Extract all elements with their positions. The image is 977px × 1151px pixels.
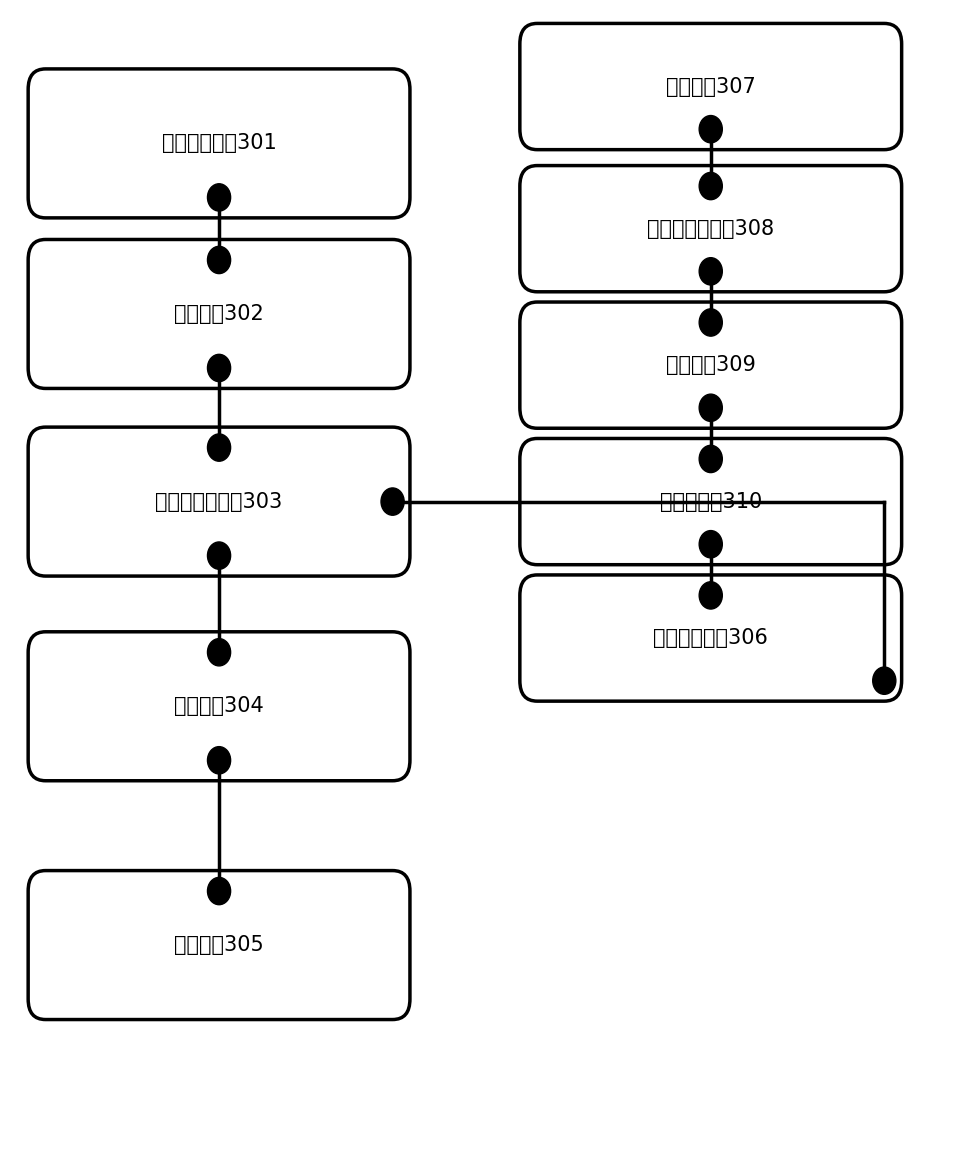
Text: 判断模块309: 判断模块309 <box>665 356 755 375</box>
FancyBboxPatch shape <box>28 69 409 218</box>
FancyBboxPatch shape <box>520 166 901 292</box>
FancyBboxPatch shape <box>28 870 409 1020</box>
Text: 判断模块304: 判断模块304 <box>174 696 264 716</box>
Text: 调整模块305: 调整模块305 <box>174 935 264 955</box>
Circle shape <box>699 581 722 609</box>
FancyBboxPatch shape <box>28 239 409 388</box>
Text: 第一获取模块301: 第一获取模块301 <box>161 134 276 153</box>
Circle shape <box>699 115 722 143</box>
Text: 相似度检测模块308: 相似度检测模块308 <box>647 219 774 238</box>
Circle shape <box>699 394 722 421</box>
Text: 第二获取模块306: 第二获取模块306 <box>653 628 767 648</box>
FancyBboxPatch shape <box>520 576 901 701</box>
Text: 搜索模块302: 搜索模块302 <box>174 304 264 323</box>
Circle shape <box>699 531 722 558</box>
Circle shape <box>381 488 404 516</box>
Circle shape <box>207 246 231 274</box>
FancyBboxPatch shape <box>520 302 901 428</box>
Circle shape <box>207 542 231 570</box>
Circle shape <box>207 184 231 211</box>
Text: 搜索模块307: 搜索模块307 <box>665 77 755 97</box>
Text: 配置子模块310: 配置子模块310 <box>658 491 761 511</box>
Circle shape <box>699 258 722 285</box>
Circle shape <box>699 308 722 336</box>
FancyBboxPatch shape <box>28 427 409 576</box>
Circle shape <box>207 639 231 666</box>
Circle shape <box>699 173 722 199</box>
FancyBboxPatch shape <box>520 439 901 565</box>
Circle shape <box>207 747 231 773</box>
Circle shape <box>871 668 895 694</box>
Circle shape <box>207 355 231 382</box>
Circle shape <box>207 877 231 905</box>
Circle shape <box>207 434 231 462</box>
FancyBboxPatch shape <box>520 23 901 150</box>
Text: 相似度检测模块303: 相似度检测模块303 <box>155 491 282 511</box>
FancyBboxPatch shape <box>28 632 409 780</box>
Circle shape <box>699 445 722 473</box>
